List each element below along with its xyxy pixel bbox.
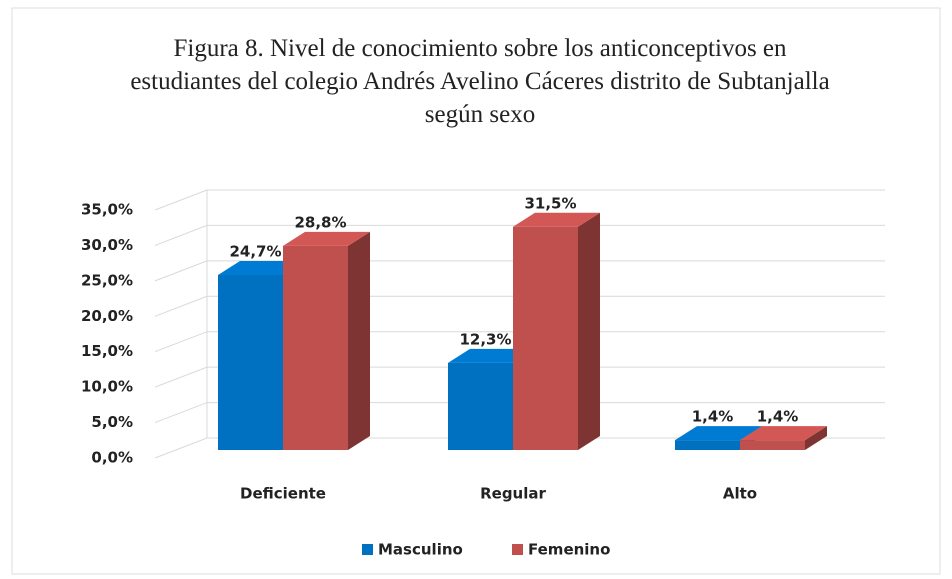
bar	[740, 426, 827, 450]
bar-face	[513, 226, 578, 450]
value-label: 1,4%	[757, 408, 799, 426]
value-label: 12,3%	[459, 330, 511, 348]
y-tick-label: 10,0%	[81, 378, 133, 396]
bar	[283, 231, 370, 450]
y-tick-label: 25,0%	[81, 271, 133, 289]
legend-label: Masculino	[378, 541, 463, 559]
chart-title: Figura 8. Nivel de conocimiento sobre lo…	[130, 35, 830, 128]
y-tick-label: 5,0%	[91, 413, 133, 431]
bar-face	[513, 212, 600, 227]
value-label: 1,4%	[692, 408, 734, 426]
value-label: 24,7%	[229, 242, 281, 260]
bar-face	[740, 440, 805, 450]
bar	[513, 212, 600, 450]
bar-face	[675, 440, 740, 450]
y-tick-label: 30,0%	[81, 236, 133, 254]
x-tick-label: Regular	[480, 485, 546, 503]
bar-face	[740, 426, 827, 441]
bar-face	[448, 362, 513, 450]
value-label: 28,8%	[294, 213, 346, 231]
bar-face	[348, 231, 370, 450]
value-label: 31,5%	[524, 194, 576, 212]
legend-label: Femenino	[528, 541, 610, 559]
x-tick-label: Deficiente	[240, 485, 326, 503]
y-tick-label: 0,0%	[91, 449, 133, 467]
bar-face	[218, 274, 283, 450]
y-tick-label: 35,0%	[81, 201, 133, 219]
frame	[11, 7, 941, 575]
bar-face	[283, 245, 348, 450]
y-tick-label: 20,0%	[81, 307, 133, 325]
bar-face	[283, 231, 370, 246]
legend-swatch	[512, 544, 523, 555]
bar-face	[578, 212, 600, 450]
y-tick-label: 15,0%	[81, 342, 133, 360]
x-tick-label: Alto	[723, 485, 757, 503]
bar-face	[805, 426, 827, 450]
bar-face	[675, 426, 762, 441]
legend-swatch	[362, 544, 373, 555]
